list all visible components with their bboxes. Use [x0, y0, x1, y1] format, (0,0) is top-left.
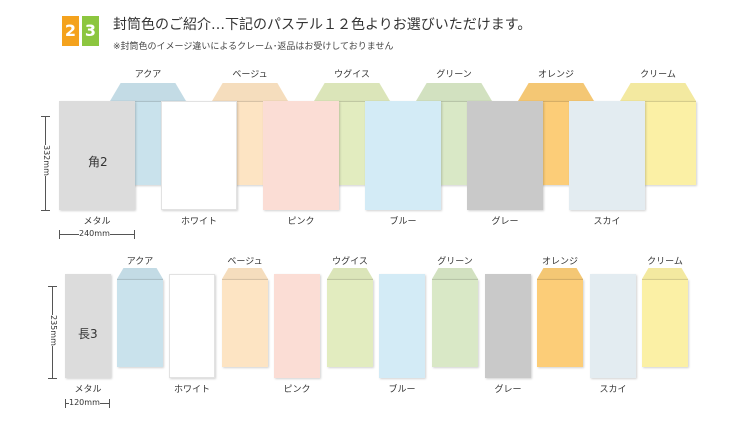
row2-size-name: 長3	[78, 327, 98, 341]
row1-fold-line	[212, 101, 288, 102]
row2-envelope-7	[379, 274, 425, 378]
row1-fold-line	[314, 101, 390, 102]
row2-fold-line	[642, 279, 688, 280]
row1-envelope-1	[59, 101, 135, 210]
row1-envelope-label: オレンジ	[537, 70, 575, 80]
row1-envelope-3	[161, 101, 237, 210]
row1-size-name: 角2	[88, 155, 108, 169]
row1-envelope-7	[365, 101, 441, 210]
row1-envelope-label: ピンク	[287, 217, 315, 227]
row2-height-tick-top	[48, 286, 57, 287]
row1-envelope-11	[569, 101, 645, 210]
row2-envelope-10	[537, 279, 583, 367]
row1-envelope-flap	[518, 83, 594, 101]
row1-envelope-flap	[314, 83, 390, 101]
row2-envelope-9	[485, 274, 531, 378]
row2-envelope-2	[117, 279, 163, 367]
row2-width-tick-left	[65, 399, 66, 408]
row2-envelope-label: ホワイト	[173, 385, 211, 395]
row2-envelope-flap	[117, 268, 163, 279]
row1-fold-line	[416, 101, 492, 102]
row2-height-tick-bottom	[48, 378, 57, 379]
row1-height-dim: 332mm	[42, 145, 51, 176]
row2-envelope-label: クリーム	[647, 257, 683, 267]
row2-fold-line	[537, 279, 583, 280]
row2-envelope-flap	[222, 268, 268, 279]
badge-3: 3	[82, 16, 99, 46]
row2-envelope-5	[274, 274, 320, 378]
row1-envelope-label: アクア	[134, 70, 162, 80]
row1-envelope-flap	[416, 83, 492, 101]
row1-envelope-flap	[212, 83, 288, 101]
row1-fold-line	[110, 101, 186, 102]
row1-envelope-label: グレー	[491, 217, 519, 227]
row2-envelope-label: スカイ	[599, 385, 627, 395]
row1-width-dim: 240mm	[79, 229, 110, 238]
page-title: 封筒色のご紹介…下記のパステル１２色よりお選びいただけます。	[113, 17, 532, 33]
row1-envelope-9	[467, 101, 543, 210]
row1-envelope-flap	[620, 83, 696, 101]
row1-envelope-5	[263, 101, 339, 210]
row2-envelope-label: ベージュ	[227, 257, 263, 267]
row1-envelope-label: クリーム	[640, 70, 676, 80]
row1-envelope-label: ベージュ	[232, 70, 268, 80]
row1-envelope-label: ホワイト	[180, 217, 218, 227]
row2-fold-line	[117, 279, 163, 280]
row1-envelope-label: メタル	[83, 217, 111, 227]
row1-width-tick-right	[134, 230, 135, 239]
row2-envelope-11	[590, 274, 636, 378]
row2-envelope-label: グレー	[494, 385, 522, 395]
row1-envelope-label: ブルー	[389, 217, 417, 227]
row2-envelope-flap	[432, 268, 478, 279]
row1-width-tick-left	[59, 230, 60, 239]
row2-envelope-flap	[642, 268, 688, 279]
row2-height-dim: 235mm	[49, 315, 58, 346]
row2-envelope-label: メタル	[74, 385, 102, 395]
row2-envelope-label: ピンク	[283, 385, 311, 395]
row1-envelope-label: グリーン	[436, 70, 472, 80]
badge-2: 2	[62, 16, 79, 46]
row1-envelope-label: ウグイス	[334, 70, 370, 80]
row2-envelope-12	[642, 279, 688, 367]
row1-envelope-flap	[110, 83, 186, 101]
row2-envelope-label: グリーン	[437, 257, 473, 267]
row2-envelope-1	[65, 274, 111, 378]
disclaimer-note: ※封筒色のイメージ違いによるクレーム･返品はお受けしておりません	[113, 42, 394, 52]
row2-width-dim: 120mm	[69, 398, 100, 407]
row2-envelope-label: オレンジ	[541, 257, 579, 267]
row1-height-tick-top	[41, 116, 50, 117]
row2-width-tick-right	[109, 399, 110, 408]
row2-envelope-8	[432, 279, 478, 367]
row1-fold-line	[518, 101, 594, 102]
row2-envelope-label: ブルー	[388, 385, 416, 395]
row2-fold-line	[432, 279, 478, 280]
row2-envelope-flap	[327, 268, 373, 279]
row2-envelope-label: アクア	[126, 257, 154, 267]
row2-fold-line	[222, 279, 268, 280]
row2-fold-line	[327, 279, 373, 280]
row2-envelope-6	[327, 279, 373, 367]
row2-envelope-label: ウグイス	[332, 257, 368, 267]
row2-envelope-flap	[537, 268, 583, 279]
row1-height-tick-bottom	[41, 210, 50, 211]
row2-envelope-4	[222, 279, 268, 367]
row1-fold-line	[620, 101, 696, 102]
row1-envelope-label: スカイ	[593, 217, 621, 227]
row2-envelope-3	[169, 274, 215, 378]
